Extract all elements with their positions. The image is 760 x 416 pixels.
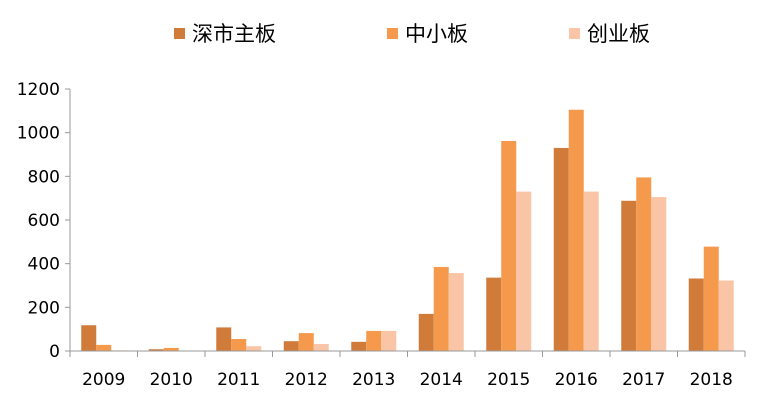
bar-创业板-2012 [313,344,329,351]
bar-中小板-2013 [366,330,382,351]
legend-swatch [174,28,185,39]
bar-中小板-2015 [501,140,517,351]
y-tick-label: 1000 [17,124,60,144]
legend-label: 深市主板 [192,22,276,46]
y-tick-label: 400 [28,255,60,275]
bar-深市主板-2010 [148,349,164,351]
bar-深市主板-2017 [621,200,637,351]
bar-中小板-2009 [96,344,112,351]
bar-创业板-2016 [583,191,599,351]
x-tick-label: 2011 [217,370,260,390]
x-tick-label: 2014 [420,370,463,390]
legend-swatch [569,28,580,39]
bar-创业板-2013 [381,330,397,351]
x-tick-label: 2016 [555,370,598,390]
bar-深市主板-2014 [418,313,434,351]
x-tick-label: 2010 [150,370,193,390]
bar-创业板-2015 [516,191,532,351]
y-tick-label: 800 [28,167,60,187]
x-tick-label: 2018 [690,370,733,390]
y-tick-label: 200 [28,298,60,318]
bar-深市主板-2012 [283,341,299,351]
legend-swatch [387,28,398,39]
bar-中小板-2016 [568,109,584,351]
bar-创业板-2018 [718,280,734,351]
y-tick-label: 600 [28,211,60,231]
bar-中小板-2018 [703,246,719,351]
x-tick-label: 2017 [622,370,665,390]
bar-深市主板-2016 [553,147,569,351]
legend-label: 中小板 [405,22,468,46]
bar-中小板-2017 [636,177,652,351]
bar-中小板-2012 [298,333,314,351]
bar-深市主板-2009 [81,325,97,351]
bar-中小板-2010 [163,347,179,351]
legend: 深市主板 中小板 创业板 [174,22,650,46]
y-axis: 0 200 400 600 800 1000 1200 [17,80,71,362]
x-tick-label: 2015 [487,370,530,390]
y-tick-label: 0 [49,342,60,362]
x-axis: 2009 2010 2011 2012 2013 2014 2015 2016 2017 2018 [69,350,746,390]
bar-创业板-2014 [448,273,464,351]
bar-中小板-2011 [231,338,247,351]
bar-深市主板-2011 [216,327,232,351]
bar-创业板-2017 [651,197,667,351]
bar-深市主板-2018 [688,278,704,351]
bar-创业板-2011 [246,346,262,351]
legend-label: 创业板 [587,22,650,46]
bar-中小板-2014 [433,266,449,351]
bars [81,109,734,351]
bar-深市主板-2015 [486,277,502,351]
x-tick-label: 2013 [352,370,395,390]
bar-深市主板-2013 [351,341,367,351]
y-tick-label: 1200 [17,80,60,100]
x-tick-label: 2009 [82,370,125,390]
x-tick-label: 2012 [285,370,328,390]
